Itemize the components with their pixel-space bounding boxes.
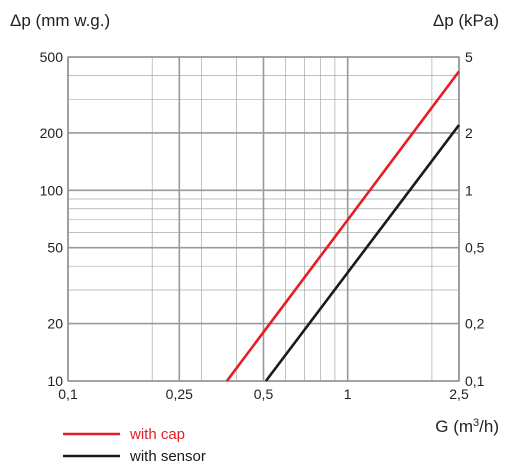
y-tick-label-right: 0,2 — [465, 316, 485, 332]
y-tick-label-left: 50 — [47, 240, 63, 256]
series-lines — [225, 70, 461, 382]
y-tick-label-right: 2 — [465, 125, 473, 141]
y-tick-label-right: 5 — [465, 49, 473, 65]
x-tick-label: 0,25 — [166, 386, 193, 402]
series-line-with-cap — [225, 70, 461, 382]
y-tick-label-left: 100 — [40, 182, 64, 198]
y-axis-title-right: Δp (kPa) — [433, 11, 499, 30]
legend-label-with-sensor: with sensor — [129, 448, 206, 465]
y-tick-label-right: 0,1 — [465, 373, 485, 389]
y-tick-label-right: 1 — [465, 182, 473, 198]
y-axis-title-left: Δp (mm w.g.) — [10, 11, 110, 30]
y-tick-label-right: 0,5 — [465, 240, 485, 256]
tick-labels: 10 20 50 100 200 500 0,1 0,2 0,5 1 2 5 0,1 0,25 0,5 1 2,… — [40, 49, 485, 402]
legend-label-with-cap: with cap — [129, 426, 185, 443]
legend-item-with-cap: with cap — [63, 426, 185, 443]
y-tick-label-left: 200 — [40, 125, 64, 141]
y-tick-label-left: 20 — [47, 316, 63, 332]
x-tick-label: 0,1 — [58, 386, 78, 402]
x-tick-label: 0,5 — [254, 386, 274, 402]
x-tick-label: 2,5 — [449, 386, 469, 402]
plot-frame — [67, 56, 460, 382]
legend: with cap with sensor — [63, 426, 206, 465]
y-tick-label-left: 10 — [47, 373, 63, 389]
series-line-with-sensor — [264, 124, 461, 382]
y-tick-label-left: 500 — [40, 49, 64, 65]
x-axis-title: G (m3/h) — [435, 417, 499, 436]
legend-item-with-sensor: with sensor — [63, 448, 206, 465]
x-tick-label: 1 — [344, 386, 352, 402]
